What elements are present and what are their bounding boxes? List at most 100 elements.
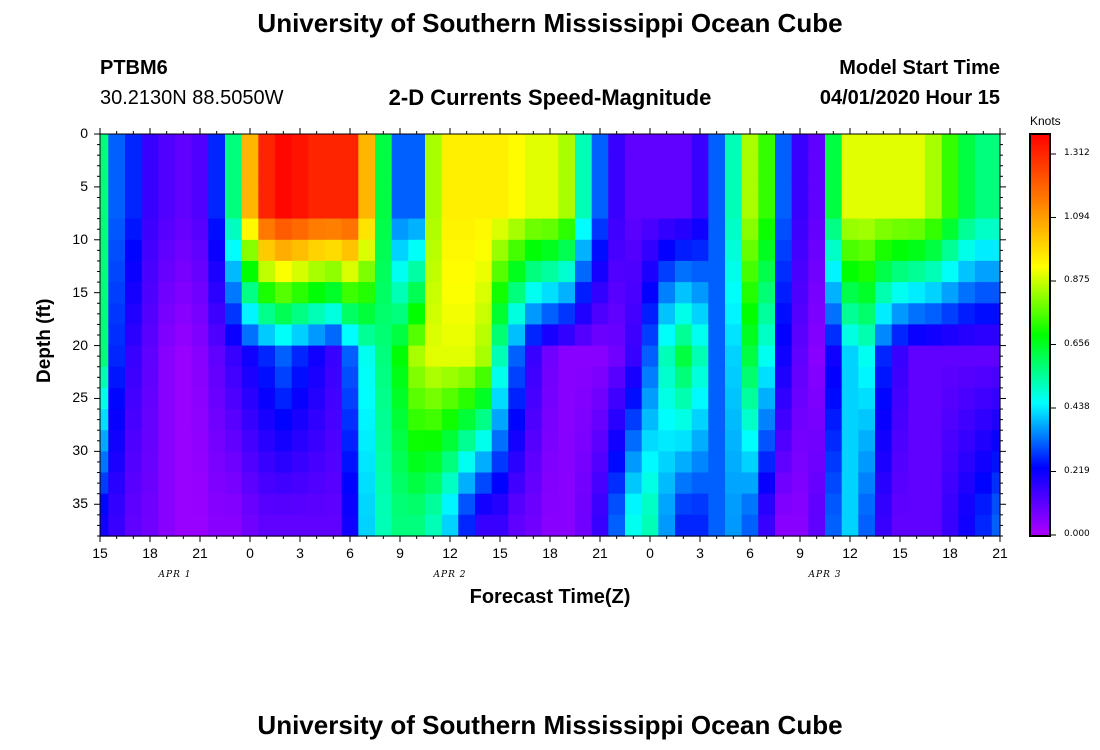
heatmap-cell bbox=[675, 345, 693, 368]
heatmap-cell bbox=[491, 260, 509, 283]
heatmap-cell bbox=[775, 282, 793, 304]
heatmap-cell bbox=[675, 155, 693, 177]
heatmap-cell bbox=[475, 282, 493, 304]
heatmap-cell bbox=[491, 324, 509, 347]
heatmap-cell bbox=[291, 239, 309, 262]
heatmap-cell bbox=[691, 260, 709, 283]
heatmap-cell bbox=[175, 282, 193, 304]
heatmap-cell bbox=[958, 451, 976, 474]
heatmap-cell bbox=[225, 218, 243, 241]
heatmap-cell bbox=[791, 409, 809, 431]
heatmap-cell bbox=[491, 451, 509, 474]
heatmap-cell bbox=[125, 387, 143, 410]
heatmap-cell bbox=[241, 134, 259, 156]
heatmap-cell bbox=[691, 282, 709, 304]
heatmap-cell bbox=[908, 134, 926, 156]
station-coords: 30.2130N 88.5050W bbox=[100, 87, 284, 109]
heatmap-cell bbox=[875, 134, 893, 156]
heatmap-cell bbox=[208, 345, 226, 368]
heatmap-cell bbox=[658, 324, 676, 347]
heatmap-cell bbox=[791, 239, 809, 262]
heatmap-cell bbox=[641, 451, 659, 474]
heatmap-cell bbox=[191, 134, 209, 156]
heatmap-cell bbox=[808, 134, 826, 156]
x-tick-label: 21 bbox=[192, 545, 208, 561]
heatmap-cell bbox=[325, 345, 343, 368]
heatmap-cell bbox=[175, 493, 193, 516]
heatmap-cell bbox=[308, 155, 326, 177]
heatmap-cell bbox=[891, 303, 909, 326]
heatmap-cell bbox=[441, 260, 459, 283]
colorbar-label: Knots bbox=[1030, 114, 1061, 128]
heatmap-cell bbox=[325, 472, 343, 495]
heatmap-cell bbox=[741, 176, 759, 199]
heatmap-cell bbox=[258, 155, 276, 177]
heatmap-cell bbox=[958, 387, 976, 410]
x-axis-label: Forecast Time(Z) bbox=[469, 586, 631, 608]
heatmap-cell bbox=[108, 239, 126, 262]
heatmap-cell bbox=[791, 493, 809, 516]
heatmap-cell bbox=[308, 134, 326, 156]
colorbar-tick-label: 1.312 bbox=[1064, 148, 1090, 158]
heatmap-cell bbox=[775, 218, 793, 241]
heatmap-cell bbox=[558, 345, 576, 368]
heatmap-cell bbox=[158, 514, 176, 537]
heatmap-cell bbox=[458, 514, 476, 537]
heatmap-cell bbox=[558, 260, 576, 283]
heatmap-cell bbox=[508, 430, 526, 452]
heatmap-cell bbox=[775, 260, 793, 283]
heatmap-cell bbox=[275, 493, 293, 516]
heatmap-cell bbox=[458, 345, 476, 368]
heatmap-cell bbox=[658, 387, 676, 410]
heatmap-cell bbox=[225, 134, 243, 156]
heatmap-cell bbox=[641, 176, 659, 199]
heatmap-cell bbox=[508, 409, 526, 431]
heatmap-cell bbox=[525, 472, 543, 495]
heatmap-cell bbox=[141, 282, 159, 304]
heatmap-cell bbox=[125, 134, 143, 156]
heatmap-cell bbox=[175, 409, 193, 431]
heatmap-cell bbox=[658, 303, 676, 326]
heatmap-cell bbox=[375, 514, 393, 537]
heatmap-cell bbox=[125, 493, 143, 516]
heatmap-cell bbox=[975, 282, 993, 304]
heatmap-cell bbox=[908, 430, 926, 452]
heatmap-cell bbox=[358, 514, 376, 537]
heatmap-cell bbox=[291, 345, 309, 368]
heatmap-cell bbox=[575, 260, 593, 283]
heatmap-cell bbox=[841, 409, 859, 431]
heatmap-cell bbox=[758, 345, 776, 368]
heatmap-cell bbox=[375, 197, 393, 220]
heatmap-cell bbox=[891, 176, 909, 199]
heatmap-cell bbox=[191, 155, 209, 177]
heatmap-cell bbox=[258, 472, 276, 495]
heatmap-cell bbox=[958, 134, 976, 156]
heatmap-cell bbox=[608, 303, 626, 326]
heatmap-cell bbox=[425, 409, 443, 431]
heatmap-cell bbox=[375, 260, 393, 283]
heatmap-cell bbox=[391, 218, 409, 241]
heatmap-cell bbox=[491, 303, 509, 326]
heatmap-cell bbox=[708, 366, 726, 389]
heatmap-cell bbox=[308, 472, 326, 495]
heatmap-cell bbox=[891, 472, 909, 495]
heatmap-cell bbox=[875, 176, 893, 199]
heatmap-cell bbox=[425, 514, 443, 537]
y-tick-label: 0 bbox=[80, 125, 88, 141]
heatmap-cell bbox=[858, 409, 876, 431]
heatmap-cell bbox=[341, 324, 359, 347]
heatmap-cell bbox=[125, 451, 143, 474]
heatmap-cell bbox=[108, 366, 126, 389]
heatmap-cell bbox=[275, 197, 293, 220]
heatmap-cell bbox=[508, 303, 526, 326]
heatmap-cell bbox=[658, 366, 676, 389]
heatmap-cell bbox=[258, 345, 276, 368]
heatmap-cell bbox=[741, 514, 759, 537]
heatmap-cell bbox=[825, 134, 843, 156]
heatmap-cell bbox=[358, 409, 376, 431]
heatmap-cell bbox=[858, 239, 876, 262]
heatmap-cell bbox=[658, 176, 676, 199]
heatmap-cell bbox=[341, 451, 359, 474]
heatmap-cell bbox=[441, 493, 459, 516]
heatmap-cell bbox=[708, 387, 726, 410]
